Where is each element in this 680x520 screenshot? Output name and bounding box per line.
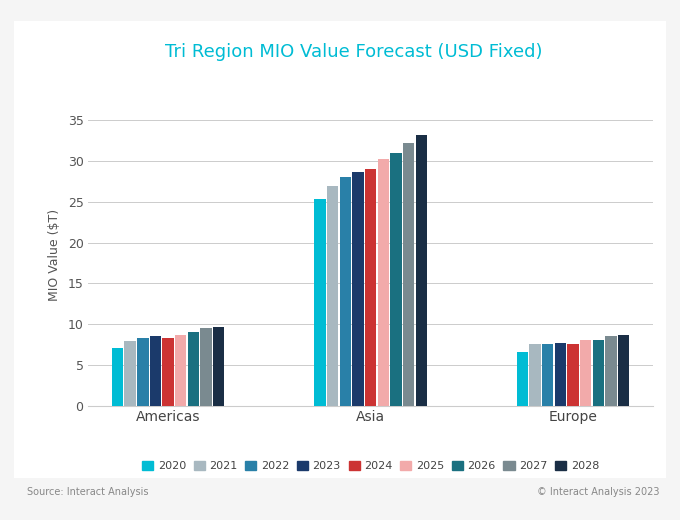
Y-axis label: MIO Value ($T): MIO Value ($T) (48, 209, 61, 301)
Legend: 2020, 2021, 2022, 2023, 2024, 2025, 2026, 2027, 2028: 2020, 2021, 2022, 2023, 2024, 2025, 2026… (137, 457, 604, 476)
Bar (542, 344, 554, 406)
Bar (124, 341, 136, 406)
Bar (112, 348, 123, 406)
Bar (517, 352, 528, 406)
Bar (137, 338, 148, 406)
Bar (213, 327, 224, 406)
Bar (339, 177, 351, 406)
Bar (555, 343, 566, 406)
Bar (580, 341, 592, 406)
Bar (365, 169, 376, 406)
Bar (314, 199, 326, 406)
Text: Source: Interact Analysis: Source: Interact Analysis (27, 487, 149, 497)
Bar (188, 332, 199, 406)
Bar (593, 340, 604, 406)
Bar (605, 336, 617, 406)
Bar (175, 335, 186, 406)
Bar (618, 335, 630, 406)
Bar (377, 160, 389, 406)
Bar (403, 143, 414, 406)
Bar (150, 336, 161, 406)
Text: © Interact Analysis 2023: © Interact Analysis 2023 (537, 487, 660, 497)
Bar (415, 135, 427, 406)
Bar (163, 338, 174, 406)
Bar (327, 186, 339, 406)
Bar (530, 344, 541, 406)
Bar (567, 344, 579, 406)
Text: Tri Region MIO Value Forecast (USD Fixed): Tri Region MIO Value Forecast (USD Fixed… (165, 43, 543, 61)
Bar (201, 328, 211, 406)
Bar (390, 153, 402, 406)
Bar (352, 172, 364, 406)
